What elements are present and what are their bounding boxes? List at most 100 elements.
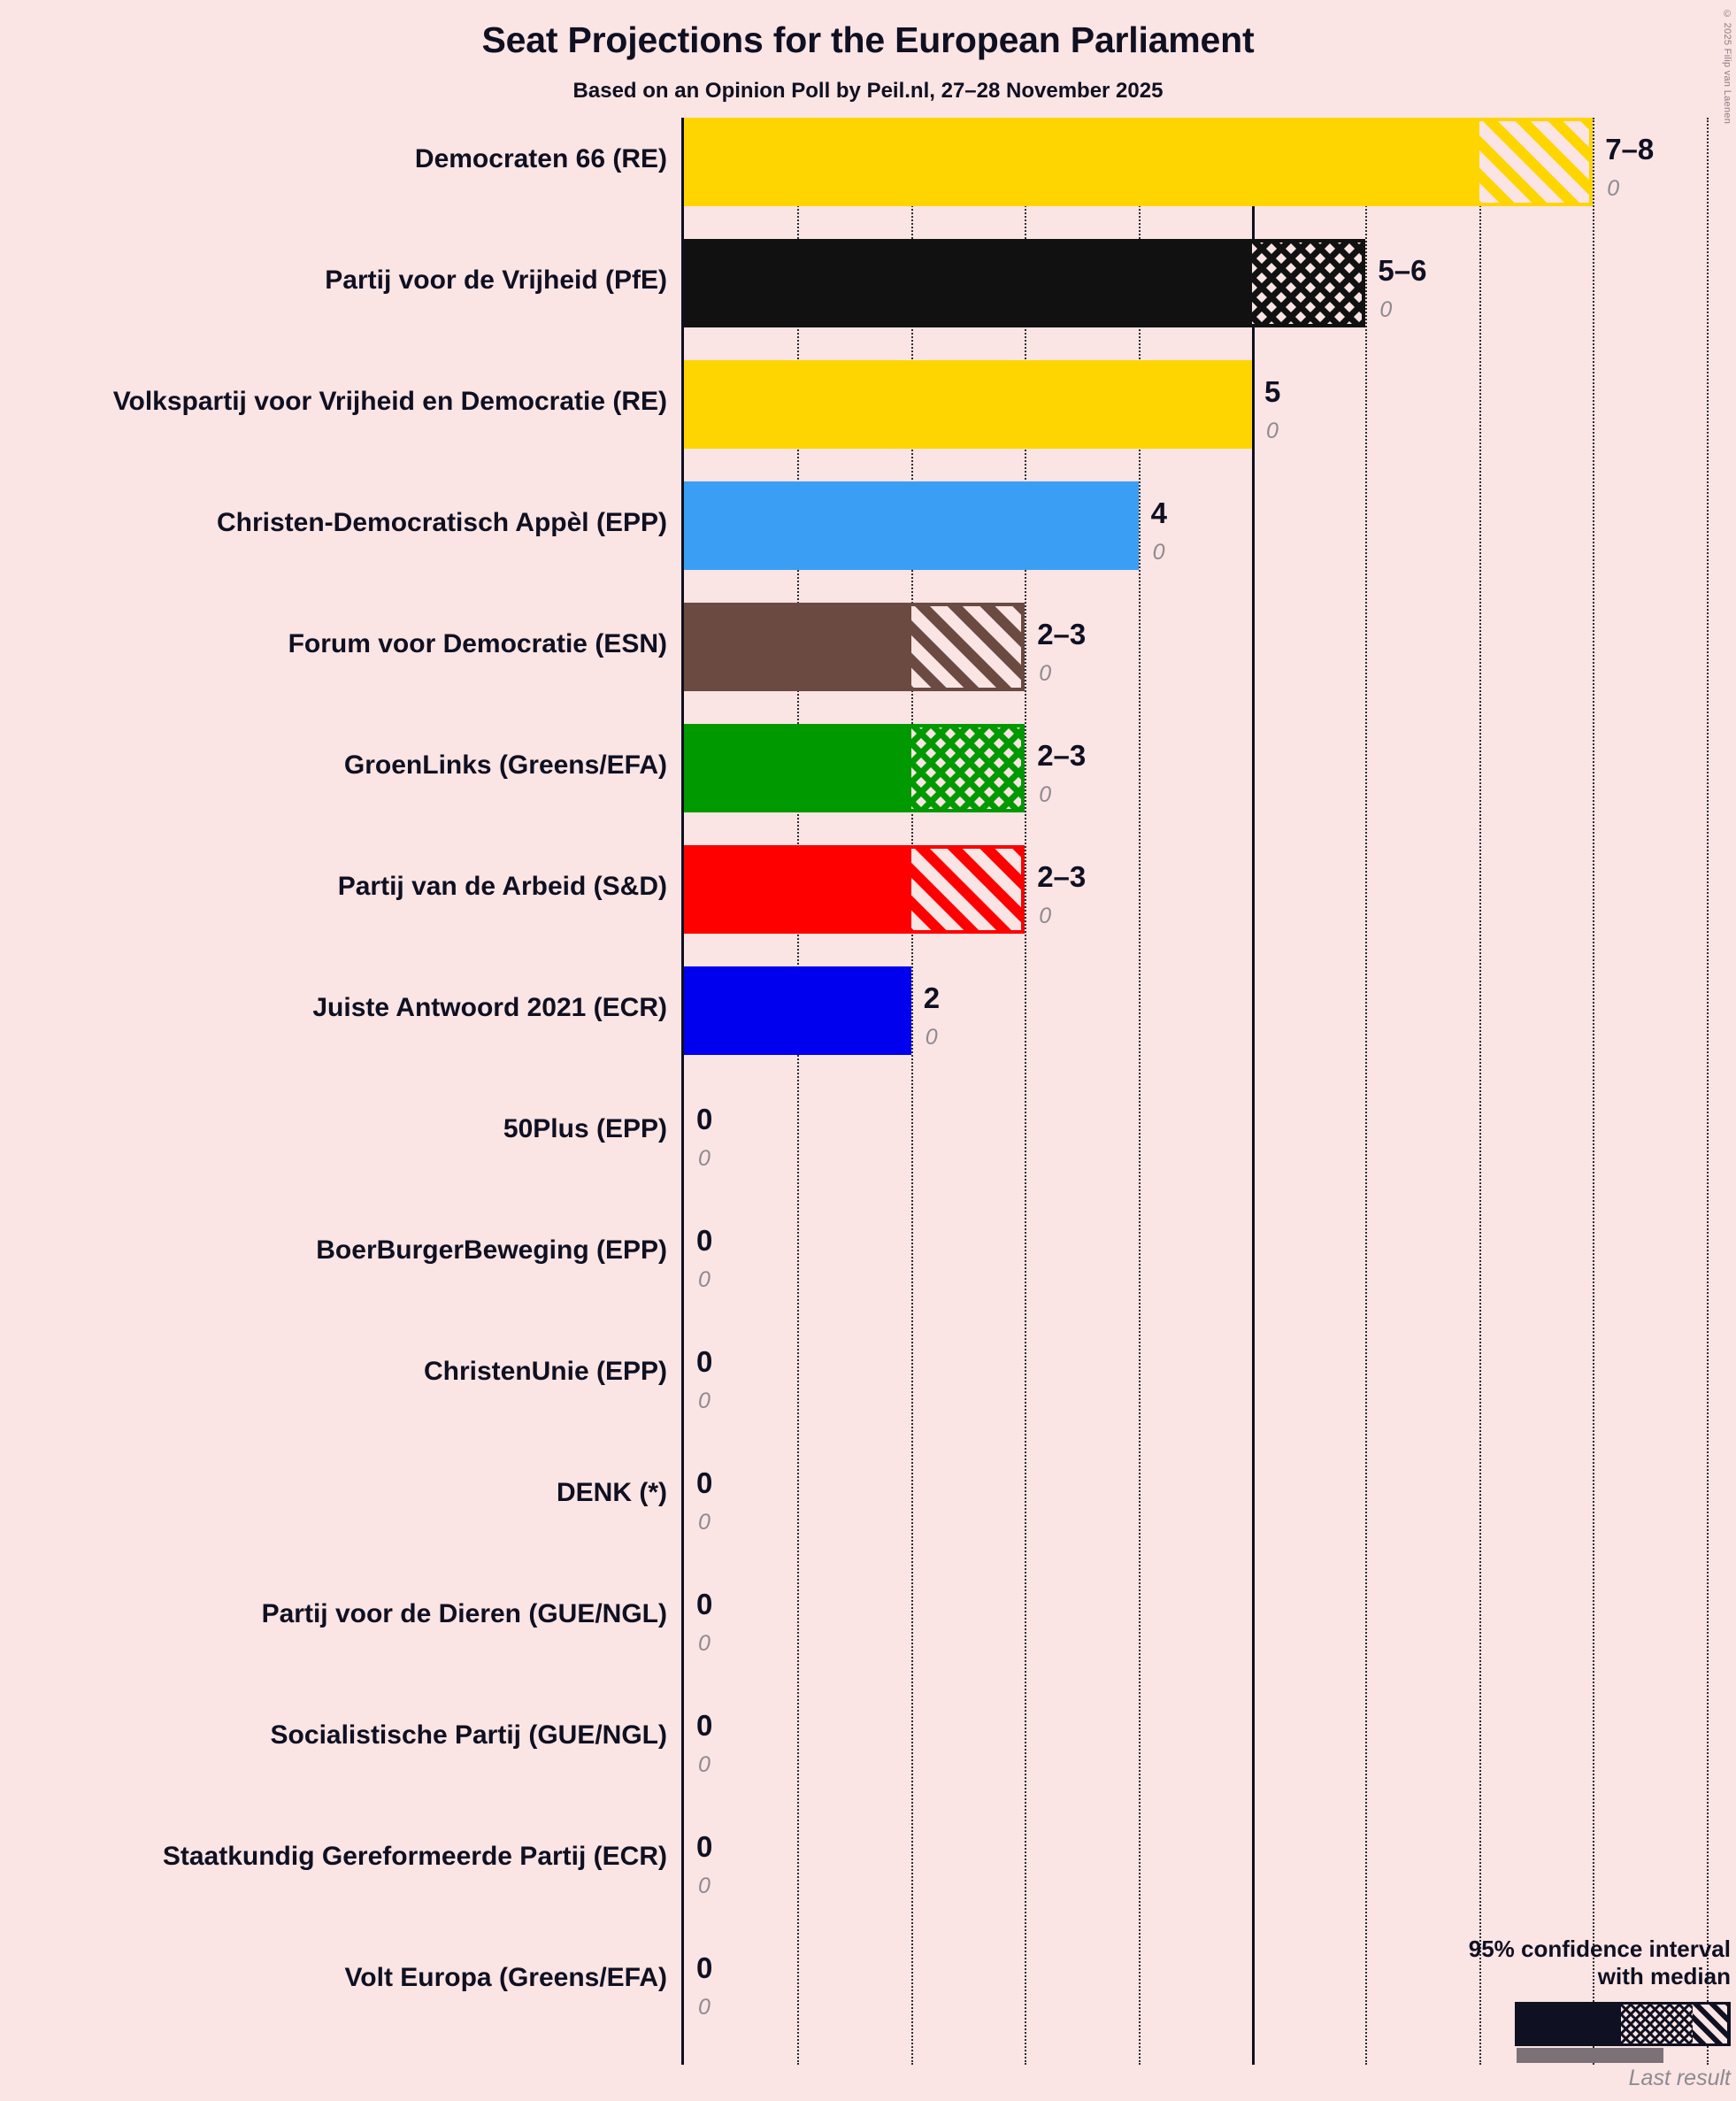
bar-median-segment bbox=[684, 239, 1252, 327]
bar-median-segment bbox=[684, 118, 1479, 206]
legend-swatches: Last result bbox=[1377, 2002, 1731, 2090]
bar-median-segment bbox=[684, 603, 911, 691]
party-label: Forum voor Democratie (ESN) bbox=[288, 629, 667, 658]
last-result-value: 0 bbox=[698, 1752, 711, 1777]
bar bbox=[684, 603, 1025, 691]
gridline-minor-9 bbox=[1706, 118, 1709, 2065]
gridline-minor-1 bbox=[797, 118, 800, 2065]
bar-confidence-segment bbox=[910, 845, 1025, 934]
gridline-minor-4 bbox=[1138, 118, 1141, 2065]
chart-row: Partij voor de Vrijheid (PfE) 5–6 0 bbox=[325, 239, 1736, 327]
last-result-value: 0 bbox=[698, 1631, 711, 1656]
bar-outline bbox=[684, 966, 911, 1055]
chart-row: BoerBurgerBeweging (EPP) 0 0 bbox=[316, 1209, 1736, 1297]
bar-value-label: 4 bbox=[1150, 496, 1167, 529]
bar-outline bbox=[684, 360, 1252, 449]
bar bbox=[684, 360, 1252, 449]
legend-line-2: with median bbox=[1597, 1963, 1731, 1990]
last-result-value: 0 bbox=[698, 1389, 711, 1413]
chart-row: Forum voor Democratie (ESN) 2–3 0 bbox=[288, 603, 1736, 691]
party-label: GroenLinks (Greens/EFA) bbox=[343, 750, 667, 780]
bar-value-label: 0 bbox=[696, 1224, 713, 1257]
bar-value-label: 0 bbox=[696, 1951, 713, 1984]
legend-ci-bar bbox=[1515, 2002, 1731, 2046]
plot-area: Democraten 66 (RE) 7–8 0 Partij voor de Vri… bbox=[113, 118, 1736, 2065]
last-result-value: 0 bbox=[698, 1995, 711, 2020]
bar-value-label: 5–6 bbox=[1378, 254, 1427, 287]
gridline-minor-6 bbox=[1365, 118, 1368, 2065]
last-result-value: 0 bbox=[698, 1510, 711, 1535]
bar-outline bbox=[684, 603, 1025, 691]
bar-value-label: 2 bbox=[923, 981, 941, 1014]
chart-row: Volt Europa (Greens/EFA) 0 0 bbox=[345, 1936, 1736, 2025]
bar-outline bbox=[684, 481, 1139, 570]
bar-value-label: 2–3 bbox=[1037, 860, 1087, 893]
bar-median-segment bbox=[684, 360, 1252, 449]
bar-value-label: 2–3 bbox=[1037, 618, 1087, 650]
chart-row: Partij van de Arbeid (S&D) 2–3 0 bbox=[338, 845, 1736, 934]
bar-median-segment bbox=[684, 724, 911, 812]
bar bbox=[684, 239, 1366, 327]
legend-last-result-bar bbox=[1517, 2048, 1663, 2063]
last-result-value: 0 bbox=[1039, 661, 1052, 686]
bar-confidence-segment bbox=[910, 603, 1025, 691]
diagonal-hatch-pattern-icon bbox=[1479, 118, 1594, 206]
last-result-value: 0 bbox=[698, 1146, 711, 1171]
last-result-value: 0 bbox=[1039, 904, 1052, 928]
y-axis-line bbox=[681, 118, 684, 2065]
gridline-minor-2 bbox=[910, 118, 913, 2065]
last-result-value: 0 bbox=[1039, 782, 1052, 807]
last-result-value: 0 bbox=[698, 1267, 711, 1292]
bar-value-label: 5 bbox=[1264, 375, 1281, 408]
bar bbox=[684, 845, 1025, 934]
chart-row: ChristenUnie (EPP) 0 0 bbox=[424, 1330, 1736, 1419]
party-label: Volt Europa (Greens/EFA) bbox=[344, 1963, 668, 1992]
gridline-minor-7 bbox=[1479, 118, 1481, 2065]
chart-row: Socialistische Partij (GUE/NGL) 0 0 bbox=[271, 1694, 1736, 1782]
chart-row: 50Plus (EPP) 0 0 bbox=[503, 1088, 1736, 1176]
bar bbox=[684, 118, 1594, 206]
chart-legend: 95% confidence interval with median bbox=[1377, 1935, 1731, 2090]
chart-row: Volkspartij voor Vrijheid en Democratie … bbox=[113, 360, 1736, 449]
legend-last-result-label: Last result bbox=[1628, 2066, 1731, 2090]
crosshatch-pattern-icon bbox=[1252, 239, 1366, 327]
bar-value-label: 0 bbox=[696, 1103, 713, 1135]
party-label: Staatkundig Gereformeerde Partij (ECR) bbox=[162, 1842, 667, 1871]
legend-line-1: 95% confidence interval bbox=[1468, 1935, 1731, 1962]
gridline-minor-3 bbox=[1025, 118, 1027, 2065]
chart-row: Juiste Antwoord 2021 (ECR) 2 0 bbox=[312, 966, 1736, 1055]
party-label: Christen-Democratisch Appèl (EPP) bbox=[217, 508, 667, 537]
party-label: Partij voor de Vrijheid (PfE) bbox=[325, 266, 667, 295]
last-result-value: 0 bbox=[1266, 419, 1279, 443]
chart-row: Democraten 66 (RE) 7–8 0 bbox=[415, 118, 1736, 206]
diagonal-hatch-pattern-icon bbox=[910, 845, 1025, 934]
bar-confidence-segment bbox=[910, 724, 1025, 812]
bar-outline bbox=[684, 118, 1594, 206]
party-label: Partij voor de Dieren (GUE/NGL) bbox=[261, 1599, 667, 1628]
bar-confidence-segment bbox=[1479, 118, 1594, 206]
bar-value-label: 0 bbox=[696, 1588, 713, 1620]
bar bbox=[684, 481, 1139, 570]
diagonal-hatch-pattern-icon bbox=[910, 603, 1025, 691]
party-label: BoerBurgerBeweging (EPP) bbox=[316, 1235, 667, 1265]
party-label: Juiste Antwoord 2021 (ECR) bbox=[312, 993, 667, 1022]
bar-median-segment bbox=[684, 966, 911, 1055]
bar bbox=[684, 724, 1025, 812]
bar-median-segment bbox=[684, 481, 1139, 570]
bar-value-label: 0 bbox=[696, 1709, 713, 1742]
chart-row: Christen-Democratisch Appèl (EPP) 4 0 bbox=[217, 481, 1736, 570]
chart-subtitle: Based on an Opinion Poll by Peil.nl, 27–… bbox=[572, 79, 1164, 103]
party-label: Socialistische Partij (GUE/NGL) bbox=[270, 1720, 667, 1750]
bar-outline bbox=[684, 724, 1025, 812]
chart-row: DENK (*) 0 0 bbox=[557, 1451, 1736, 1540]
page-title: Seat Projections for the European Parlia… bbox=[481, 19, 1255, 60]
copyright-notice: © 2025 Filip van Laenen bbox=[1722, 9, 1732, 125]
bar-value-label: 0 bbox=[696, 1345, 713, 1378]
legend-diagonal-swatch bbox=[1693, 2005, 1727, 2043]
bar-value-label: 7–8 bbox=[1605, 133, 1655, 165]
gridline-minor-8 bbox=[1593, 118, 1595, 2065]
crosshatch-pattern-icon bbox=[910, 724, 1025, 812]
bar-value-label: 0 bbox=[696, 1466, 713, 1499]
bar bbox=[684, 966, 911, 1055]
last-result-value: 0 bbox=[1152, 540, 1165, 565]
